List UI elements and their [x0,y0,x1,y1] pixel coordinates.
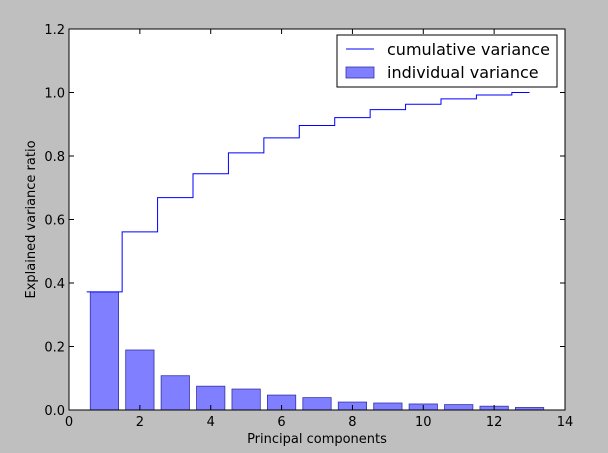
legend-label-individual: individual variance [387,63,539,82]
bar-2 [125,349,155,411]
x-tick-label: 6 [277,415,285,430]
legend-label-cumulative: cumulative variance [387,40,550,59]
legend: cumulative variance individual variance [336,34,558,88]
bar-7 [302,397,332,411]
y-tick-label: 0.4 [44,277,65,292]
bar-11 [444,404,474,411]
y-tick-label: 0.2 [44,341,65,356]
x-tick-label: 4 [207,415,215,430]
bar-5 [231,388,261,411]
x-tick-label: 0 [65,415,73,430]
legend-bar-swatch [345,66,375,79]
x-tick-label: 12 [486,415,503,430]
x-tick-label: 8 [348,415,356,430]
cumulative-variance-line [86,92,530,293]
bar-3 [160,375,190,411]
y-ticks-group: 0.0 0.2 0.4 0.6 0.8 1.0 1.2 [44,23,565,419]
y-tick-label: 0.0 [44,404,65,419]
bars-group [89,291,545,411]
bar-1 [89,291,119,411]
y-tick-label: 1.2 [44,23,65,38]
x-ticks-group: 0 2 4 6 8 10 12 14 [65,29,573,430]
x-tick-label: 14 [557,415,574,430]
plot-area [69,29,565,410]
x-tick-label: 10 [415,415,432,430]
bar-9 [373,402,403,411]
legend-box [336,34,558,88]
y-axis-label: Explained variance ratio [24,140,39,298]
y-tick-label: 0.8 [44,150,65,165]
y-tick-label: 1.0 [44,87,65,102]
x-axis-label: Principal components [247,432,387,447]
y-tick-label: 0.6 [44,214,65,229]
x-tick-label: 2 [136,415,144,430]
